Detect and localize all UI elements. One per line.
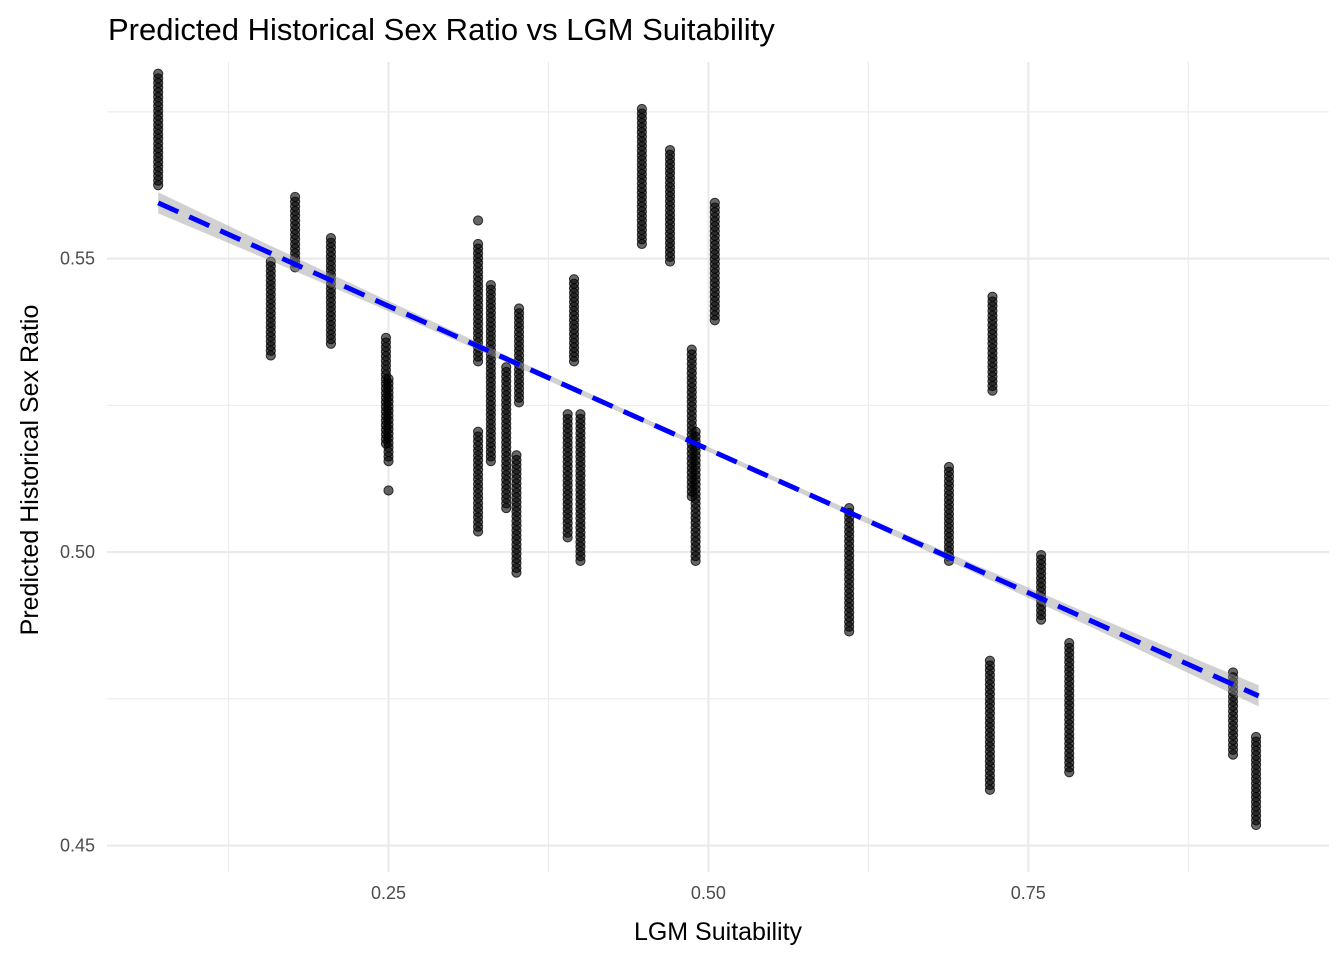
data-point <box>568 274 580 285</box>
y-tick-label: 0.45 <box>60 836 95 856</box>
data-point <box>1227 667 1239 678</box>
data-point <box>1250 731 1262 743</box>
y-tick-label: 0.50 <box>60 542 95 562</box>
confidence-band <box>158 192 1259 707</box>
x-axis-title: LGM Suitability <box>634 918 803 946</box>
x-tick-label: 0.25 <box>371 883 406 903</box>
data-point <box>511 450 522 461</box>
data-point <box>472 426 484 437</box>
data-point <box>943 461 955 473</box>
data-point <box>501 362 512 373</box>
data-point <box>472 215 484 226</box>
y-axis-title: Predicted Historical Sex Ratio <box>16 305 44 636</box>
trend-line <box>157 200 1260 699</box>
data-point <box>636 103 647 115</box>
data-point <box>383 373 394 385</box>
chart-title: Predicted Historical Sex Ratio vs LGM Su… <box>108 12 775 47</box>
data-point <box>1064 637 1075 649</box>
data-point <box>153 68 164 79</box>
data-point <box>575 409 586 420</box>
data-points <box>153 68 1262 831</box>
regression-fit <box>157 192 1260 707</box>
data-point <box>325 232 337 244</box>
data-point <box>987 291 998 302</box>
data-point <box>686 344 697 355</box>
data-point <box>690 426 701 437</box>
y-axis-ticks: 0.45 0.50 0.55 <box>60 249 95 856</box>
data-point <box>984 655 996 666</box>
data-point <box>562 409 573 420</box>
data-point <box>664 144 676 156</box>
x-axis-ticks: 0.25 0.50 0.75 <box>371 883 1046 903</box>
data-point <box>513 303 525 314</box>
x-tick-label: 0.50 <box>691 883 726 903</box>
data-point <box>485 279 496 291</box>
data-point <box>383 485 394 496</box>
data-point <box>1035 549 1047 561</box>
data-point <box>472 238 484 250</box>
data-point <box>265 256 276 267</box>
x-tick-label: 0.75 <box>1011 883 1046 903</box>
data-point <box>709 197 720 208</box>
data-point <box>380 332 392 343</box>
data-point <box>289 191 301 203</box>
y-tick-label: 0.55 <box>60 249 95 269</box>
